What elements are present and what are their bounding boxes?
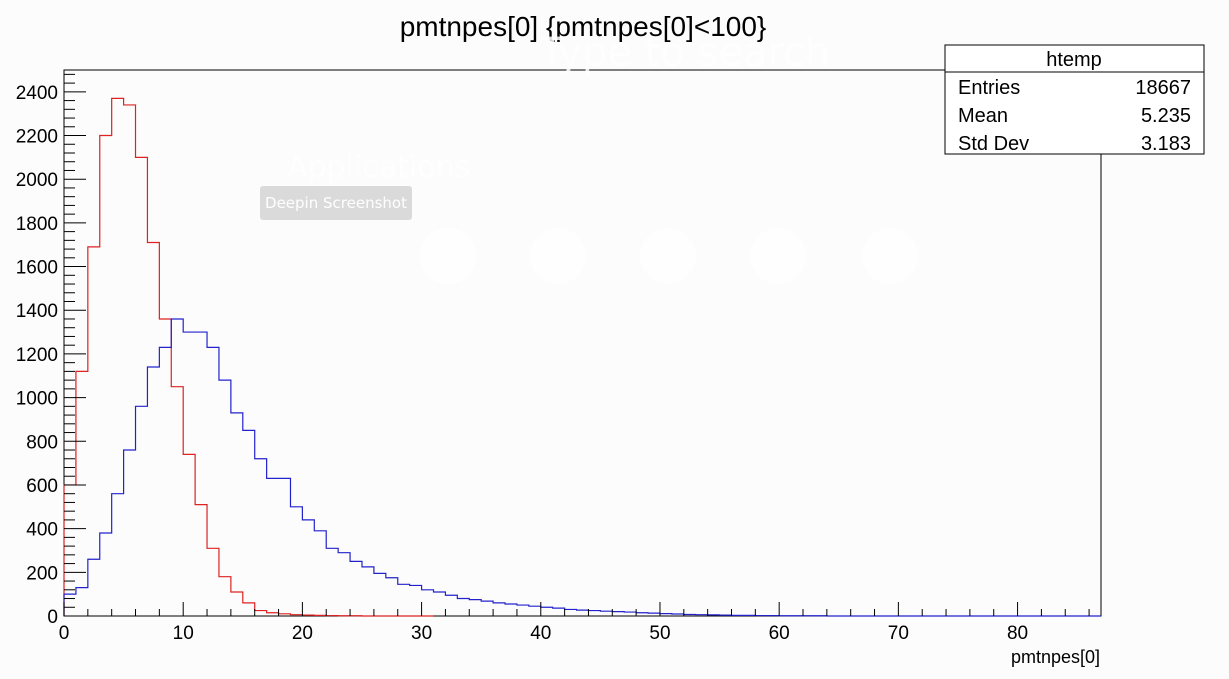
stats-stddev-value: 3.183 xyxy=(1141,133,1191,155)
y-tick-label: 2200 xyxy=(16,127,58,148)
stats-stddev-label: Std Dev xyxy=(958,133,1029,155)
y-tick-label: 1600 xyxy=(16,258,58,279)
x-axis-title: pmtnpes[0] xyxy=(1011,647,1100,667)
y-tick-label: 2400 xyxy=(16,83,58,104)
ticks-layer: 0 10 20 30 40 50 60 70 8002004006008001000120014… xyxy=(16,73,1090,644)
x-tick-label: 20 xyxy=(292,623,313,644)
y-tick-label: 800 xyxy=(26,432,58,453)
x-tick-label: 40 xyxy=(530,623,551,644)
x-tick-label: 50 xyxy=(649,623,670,644)
x-tick-label: 70 xyxy=(888,623,909,644)
stats-mean-label: Mean xyxy=(958,105,1008,127)
stats-box: htemp Entries 18667 Mean 5.235 Std Dev 3… xyxy=(944,44,1205,155)
y-tick-label: 400 xyxy=(26,520,58,541)
plot-frame-rect xyxy=(63,69,1102,617)
x-tick-label: 80 xyxy=(1007,623,1028,644)
y-tick-label: 1200 xyxy=(16,345,58,366)
x-tick-label: 30 xyxy=(411,623,432,644)
stats-entries-label: Entries xyxy=(958,77,1020,99)
stats-mean-value: 5.235 xyxy=(1141,105,1191,127)
x-tick-label: 10 xyxy=(173,623,194,644)
x-tick-label: 60 xyxy=(769,623,790,644)
x-tick-label: 0 xyxy=(59,623,70,644)
y-tick-label: 1000 xyxy=(16,389,58,410)
y-tick-label: 0 xyxy=(47,607,58,628)
y-tick-label: 1800 xyxy=(16,214,58,235)
chart-title: pmtnpes[0] {pmtnpes[0]<100} xyxy=(400,11,767,42)
histogram-series-2 xyxy=(63,318,1101,617)
y-tick-label: 600 xyxy=(26,476,58,497)
series-layer xyxy=(63,97,1101,617)
plot-frame xyxy=(63,69,1102,617)
y-tick-label: 200 xyxy=(26,563,58,584)
histogram-series-1 xyxy=(63,97,434,617)
stats-entries-value: 18667 xyxy=(1135,77,1191,99)
y-tick-label: 2000 xyxy=(16,170,58,191)
y-tick-label: 1400 xyxy=(16,301,58,322)
stats-title: htemp xyxy=(1046,49,1102,71)
